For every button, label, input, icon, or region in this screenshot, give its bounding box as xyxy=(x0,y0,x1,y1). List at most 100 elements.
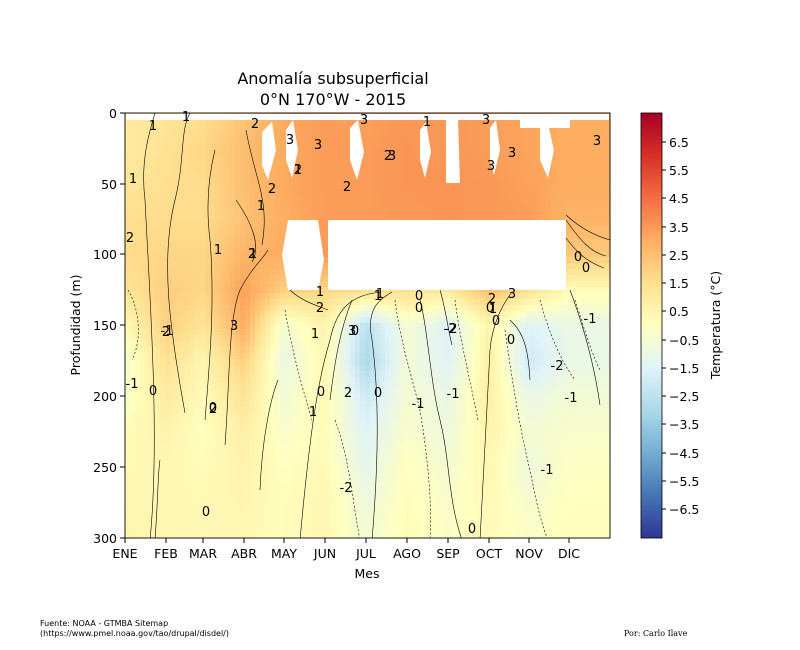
heatmap-cell xyxy=(450,497,456,504)
heatmap-cell xyxy=(385,299,391,306)
heatmap-cell xyxy=(230,443,236,450)
heatmap-cell xyxy=(285,167,291,174)
heatmap-cell xyxy=(145,269,151,276)
heatmap-cell xyxy=(310,389,316,396)
heatmap-cell xyxy=(240,359,246,366)
heatmap-cell xyxy=(190,413,196,420)
heatmap-cell xyxy=(180,485,186,492)
heatmap-cell xyxy=(140,311,146,318)
heatmap-cell xyxy=(330,359,336,366)
heatmap-cell xyxy=(140,347,146,354)
heatmap-cell xyxy=(400,497,406,504)
heatmap-cell xyxy=(215,329,221,336)
heatmap-cell xyxy=(275,245,281,252)
heatmap-cell xyxy=(205,515,211,522)
heatmap-cell xyxy=(280,515,286,522)
heatmap-cell xyxy=(390,125,396,132)
heatmap-cell xyxy=(280,119,286,126)
heatmap-cell xyxy=(200,263,206,270)
heatmap-cell xyxy=(355,359,361,366)
heatmap-cell xyxy=(355,437,361,444)
heatmap-cell xyxy=(440,335,446,342)
heatmap-cell xyxy=(420,509,426,516)
heatmap-cell xyxy=(170,173,176,180)
heatmap-cell xyxy=(150,287,156,294)
heatmap-cell xyxy=(285,509,291,516)
heatmap-cell xyxy=(390,149,396,156)
heatmap-cell xyxy=(240,275,246,282)
heatmap-cell xyxy=(240,473,246,480)
heatmap-cell xyxy=(365,353,371,360)
heatmap-cell xyxy=(170,197,176,204)
heatmap-cell xyxy=(230,251,236,258)
heatmap-cell xyxy=(395,143,401,150)
heatmap-cell xyxy=(300,185,306,192)
heatmap-cell xyxy=(310,191,316,198)
heatmap-cell xyxy=(415,377,421,384)
heatmap-cell xyxy=(270,347,276,354)
heatmap-cell xyxy=(135,281,141,288)
heatmap-cell xyxy=(425,185,431,192)
heatmap-cell xyxy=(165,389,171,396)
heatmap-cell xyxy=(220,347,226,354)
heatmap-cell xyxy=(345,323,351,330)
heatmap-cell xyxy=(290,533,296,538)
heatmap-cell xyxy=(165,221,171,228)
heatmap-cell xyxy=(160,221,166,228)
heatmap-cell xyxy=(370,203,376,210)
heatmap-cell xyxy=(335,209,341,216)
heatmap-cell xyxy=(295,317,301,324)
heatmap-cell xyxy=(365,191,371,198)
heatmap-cell xyxy=(170,221,176,228)
heatmap-cell xyxy=(280,413,286,420)
heatmap-cell xyxy=(170,317,176,324)
heatmap-cell xyxy=(235,149,241,156)
heatmap-cell xyxy=(255,287,261,294)
heatmap-cell xyxy=(220,407,226,414)
heatmap-cell xyxy=(315,185,321,192)
heatmap-cell xyxy=(210,371,216,378)
heatmap-cell xyxy=(165,515,171,522)
heatmap-cell xyxy=(350,377,356,384)
heatmap-cell xyxy=(350,425,356,432)
heatmap-cell xyxy=(290,431,296,438)
heatmap-cell xyxy=(335,467,341,474)
heatmap-cell xyxy=(155,287,161,294)
heatmap-cell xyxy=(210,197,216,204)
heatmap-cell xyxy=(205,461,211,468)
heatmap-cell xyxy=(295,455,301,462)
heatmap-cell xyxy=(125,389,131,396)
heatmap-cell xyxy=(295,401,301,408)
heatmap-cell xyxy=(355,449,361,456)
heatmap-cell xyxy=(175,125,181,132)
heatmap-cell xyxy=(170,497,176,504)
heatmap-cell xyxy=(300,521,306,528)
heatmap-cell xyxy=(405,335,411,342)
heatmap-cell xyxy=(290,473,296,480)
heatmap-cell xyxy=(280,533,286,538)
heatmap-cell xyxy=(265,389,271,396)
heatmap-cell xyxy=(240,137,246,144)
heatmap-cell xyxy=(260,413,266,420)
heatmap-cell xyxy=(410,515,416,522)
heatmap-cell xyxy=(465,131,471,138)
heatmap-cell xyxy=(440,359,446,366)
heatmap-cell xyxy=(335,119,341,126)
heatmap-cell xyxy=(150,305,156,312)
heatmap-cell xyxy=(190,287,196,294)
heatmap-cell xyxy=(460,449,466,456)
heatmap-cell xyxy=(250,347,256,354)
heatmap-cell xyxy=(235,143,241,150)
heatmap-cell xyxy=(440,119,446,126)
heatmap-cell xyxy=(420,413,426,420)
heatmap-cell xyxy=(365,347,371,354)
heatmap-cell xyxy=(385,383,391,390)
heatmap-cell xyxy=(385,533,391,538)
heatmap-cell xyxy=(410,407,416,414)
heatmap-cell xyxy=(470,425,476,432)
heatmap-cell xyxy=(425,533,431,538)
heatmap-cell xyxy=(170,413,176,420)
heatmap-cell xyxy=(165,431,171,438)
heatmap-cell xyxy=(410,413,416,420)
heatmap-cell xyxy=(355,341,361,348)
